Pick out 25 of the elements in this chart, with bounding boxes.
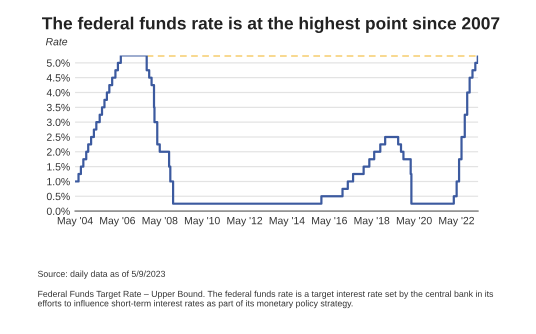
y-axis-title: Rate <box>46 38 68 46</box>
x-tick-label: May '14 <box>270 217 305 226</box>
x-tick-label: May '18 <box>354 216 390 226</box>
x-tick-label: May '16 <box>312 216 347 226</box>
y-tick-label: 3.5% <box>46 104 70 112</box>
y-tick-label: 0.0% <box>46 208 70 215</box>
x-tick-label: May '22 <box>439 216 474 226</box>
x-tick-label: May '10 <box>184 216 220 226</box>
x-tick-label: May '04 <box>58 216 93 226</box>
y-tick-label: 2.0% <box>46 148 70 156</box>
text: Federal Funds Target Rate – Upper Bound. The federal funds rate is a target interest rate set by the central bank in its efforts to influence short-term interest rates as part of its monetary policy strategy. <box>38 290 494 308</box>
source-note: Source: daily data as of 5/9/2023 <box>38 270 166 279</box>
chart-title: The federal funds rate is at the highest point since 2007 <box>42 16 500 33</box>
y-tick-label: 2.5% <box>46 133 70 141</box>
x-tick-label: May '06 <box>100 216 136 226</box>
y-tick-label: 0.5% <box>46 192 70 200</box>
y-tick-label: 4.5% <box>46 74 70 82</box>
y-tick-label: 1.0% <box>47 178 70 186</box>
y-tick-label: 3.0% <box>46 118 70 126</box>
x-tick-label: May '08 <box>142 216 178 226</box>
y-tick-label: 4.0% <box>46 89 70 96</box>
x-tick-label: May '12 <box>227 216 262 226</box>
y-tick-label: 5.0% <box>46 59 70 67</box>
y-tick-label: 1.5% <box>47 163 70 170</box>
x-tick-label: May '20 <box>396 216 432 226</box>
